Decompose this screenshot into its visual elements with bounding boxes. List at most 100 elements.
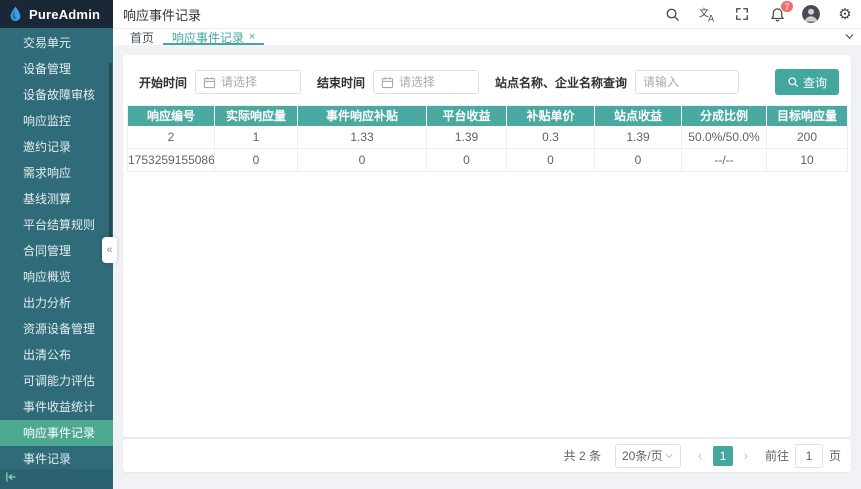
calendar-icon xyxy=(203,76,216,89)
pagination-total: 共 2 条 xyxy=(563,449,601,463)
records-card: 开始时间 结束时间 xyxy=(123,55,851,437)
sidebar-bottom-bar xyxy=(0,469,113,489)
sidebar-item-response-monitor[interactable]: 响应监控 xyxy=(23,114,72,128)
sidebar-item-device-fault-review[interactable]: 设备故障审核 xyxy=(23,88,96,102)
table-row[interactable]: 1753259155086 0 0 0 0 0 --/-- 10 xyxy=(127,148,848,172)
sidebar-item-adjustable-capacity-eval[interactable]: 可调能力评估 xyxy=(23,374,96,388)
translate-icon[interactable]: 文 A xyxy=(697,4,717,24)
collapse-left-icon: « xyxy=(106,244,113,256)
tab-options-chevron-down-icon[interactable] xyxy=(844,31,855,42)
chevron-down-icon xyxy=(664,451,674,461)
keyword-label: 站点名称、企业名称查询 xyxy=(495,75,628,90)
end-time-picker[interactable] xyxy=(373,70,480,94)
sidebar-item-event-records[interactable]: 事件记录 xyxy=(23,452,72,466)
search-icon[interactable] xyxy=(662,4,682,24)
page-number-1[interactable]: 1 xyxy=(712,445,733,466)
col-platform-revenue: 平台收益 xyxy=(426,105,507,126)
cell: 0.3 xyxy=(506,125,595,149)
page-content: 开始时间 结束时间 xyxy=(113,45,861,489)
app-logo-droplet-icon xyxy=(8,6,23,22)
keyword-input[interactable] xyxy=(643,75,732,89)
cell: 50.0%/50.0% xyxy=(681,125,767,149)
tab-close-icon[interactable]: × xyxy=(249,31,256,43)
sidebar-item-baseline-calc[interactable]: 基线测算 xyxy=(23,192,72,206)
cell: 200 xyxy=(766,125,848,149)
cell: 0 xyxy=(426,148,507,172)
sidebar: PureAdmin 交易单元 设备管理 设备故障审核 响应监控 邀约记录 需求响… xyxy=(0,0,117,489)
calendar-icon xyxy=(381,76,394,89)
end-time-label: 结束时间 xyxy=(317,75,366,90)
bell-icon[interactable]: 7 xyxy=(767,0,794,24)
app-title: PureAdmin xyxy=(29,6,101,22)
col-site-revenue: 站点收益 xyxy=(594,105,682,126)
page-size-select[interactable]: 20条/页 xyxy=(614,443,681,468)
cell: --/-- xyxy=(681,148,767,172)
col-share-ratio: 分成比例 xyxy=(681,105,767,126)
top-navbar: 响应事件记录 文 A xyxy=(113,0,861,29)
tab-response-event-records[interactable]: 响应事件记录 × xyxy=(163,29,265,45)
table-header-row: 响应编号 实际响应量 事件响应补贴 平台收益 补贴单价 站点收益 分成比例 目标… xyxy=(127,105,848,126)
filter-bar: 开始时间 结束时间 xyxy=(123,55,851,95)
menu-fold-icon[interactable] xyxy=(5,471,17,483)
cell: 1753259155086 xyxy=(127,148,215,172)
start-time-picker[interactable] xyxy=(195,70,302,94)
goto-page-input[interactable] xyxy=(794,443,823,468)
keyword-field[interactable] xyxy=(635,70,740,94)
pagination-bar: 共 2 条 20条/页 ‹ 1 › 前往 xyxy=(123,439,851,472)
avatar[interactable] xyxy=(802,5,820,23)
sidebar-item-clearing-publication[interactable]: 出清公布 xyxy=(23,348,72,362)
settings-gear-icon[interactable]: ⚙ xyxy=(838,5,852,23)
search-button-icon xyxy=(788,77,798,87)
tab-home[interactable]: 首页 xyxy=(121,29,163,45)
sidebar-item-demand-response[interactable]: 需求响应 xyxy=(23,166,72,180)
search-button-label: 查询 xyxy=(803,75,828,90)
sidebar-collapse-handle[interactable]: « xyxy=(102,237,117,263)
sidebar-item-platform-settlement-rules[interactable]: 平台结算规则 xyxy=(23,218,96,232)
cell: 0 xyxy=(297,148,427,172)
start-time-input[interactable] xyxy=(221,75,294,89)
cell: 0 xyxy=(214,148,298,172)
svg-text:A: A xyxy=(708,14,715,22)
notification-badge: 7 xyxy=(780,0,794,13)
col-actual-response: 实际响应量 xyxy=(214,105,298,126)
pagination-goto: 前往 页 xyxy=(765,443,841,468)
cell: 0 xyxy=(506,148,595,172)
start-time-label: 开始时间 xyxy=(139,75,188,90)
cell: 1 xyxy=(214,125,298,149)
cell: 1.39 xyxy=(426,125,507,149)
col-target-response: 目标响应量 xyxy=(766,105,848,126)
sidebar-scrollbar-thumb[interactable] xyxy=(109,63,112,250)
sidebar-item-contract-management[interactable]: 合同管理 xyxy=(23,244,72,258)
sidebar-item-device-management[interactable]: 设备管理 xyxy=(23,62,72,76)
prev-page-icon[interactable]: ‹ xyxy=(697,448,703,463)
sidebar-item-response-event-records[interactable]: 响应事件记录 xyxy=(0,420,113,446)
sidebar-item-event-revenue-stats[interactable]: 事件收益统计 xyxy=(23,400,96,414)
page-size-value: 20条/页 xyxy=(621,449,663,463)
records-table-wrap: 响应编号 实际响应量 事件响应补贴 平台收益 补贴单价 站点收益 分成比例 目标… xyxy=(127,105,848,172)
sidebar-item-response-overview[interactable]: 响应概览 xyxy=(23,270,72,284)
fullscreen-icon[interactable] xyxy=(732,4,752,24)
cell: 10 xyxy=(766,148,848,172)
col-response-id: 响应编号 xyxy=(127,105,215,126)
col-event-response-subsidy: 事件响应补贴 xyxy=(297,105,427,126)
sidebar-item-trade-unit[interactable]: 交易单元 xyxy=(23,36,72,50)
next-page-icon[interactable]: › xyxy=(743,448,749,463)
main-area: 响应事件记录 文 A xyxy=(113,0,861,489)
end-time-input[interactable] xyxy=(399,75,472,89)
goto-suffix: 页 xyxy=(828,449,841,463)
tab-home-label: 首页 xyxy=(130,30,155,45)
topbar-actions: 文 A 7 xyxy=(662,0,855,24)
pagination-nav: ‹ 1 › xyxy=(695,445,751,466)
svg-text:文: 文 xyxy=(699,7,709,20)
search-button[interactable]: 查询 xyxy=(775,69,840,95)
sidebar-menu: 交易单元 设备管理 设备故障审核 响应监控 邀约记录 需求响应 基线测算 平台结… xyxy=(0,28,113,472)
table-row[interactable]: 2 1 1.33 1.39 0.3 1.39 50.0%/50.0% 200 xyxy=(127,125,848,149)
logo-bar[interactable]: PureAdmin xyxy=(0,0,113,28)
sidebar-item-resource-device-management[interactable]: 资源设备管理 xyxy=(23,322,96,336)
cell: 2 xyxy=(127,125,215,149)
sidebar-item-output-analysis[interactable]: 出力分析 xyxy=(23,296,72,310)
sidebar-item-invitation-records[interactable]: 邀约记录 xyxy=(23,140,72,154)
breadcrumb-title: 响应事件记录 xyxy=(123,7,202,23)
records-table: 响应编号 实际响应量 事件响应补贴 平台收益 补贴单价 站点收益 分成比例 目标… xyxy=(127,105,848,172)
